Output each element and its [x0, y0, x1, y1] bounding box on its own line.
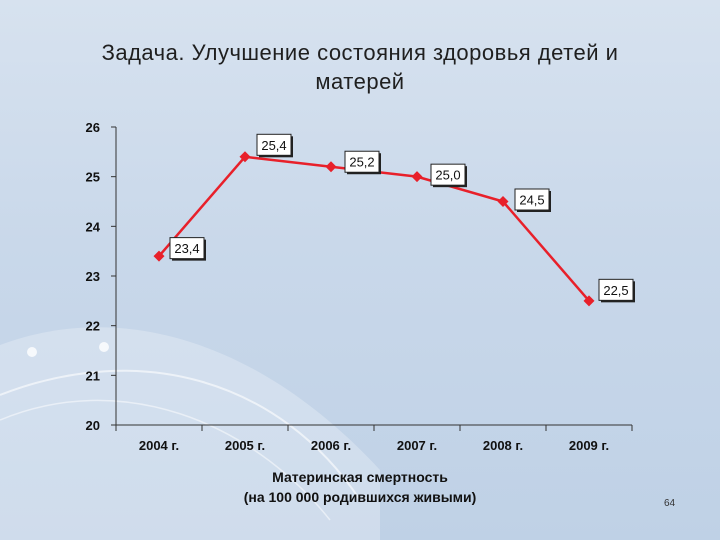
data-label-text: 23,4 — [174, 241, 199, 256]
data-label: 25,2 — [344, 150, 381, 175]
data-label: 25,0 — [430, 163, 467, 188]
y-tick-label: 26 — [86, 120, 100, 135]
y-tick-label: 24 — [86, 219, 101, 234]
data-point-marker — [583, 295, 595, 307]
data-point-marker — [497, 196, 509, 207]
data-label-box — [430, 163, 466, 186]
data-label: 24,5 — [514, 188, 551, 212]
data-label: 25,4 — [256, 133, 293, 158]
y-tick-label: 22 — [86, 319, 100, 334]
data-label-box — [514, 188, 550, 211]
y-tick-label: 21 — [86, 368, 100, 383]
chart-series — [153, 151, 595, 307]
x-tick-label: 2004 г. — [139, 438, 179, 453]
chart-data-labels: 23,4 25,4 25,2 25,0 24,5 22,5 — [169, 133, 635, 303]
background-swoosh — [0, 327, 380, 540]
y-tick-label: 20 — [86, 418, 100, 433]
slide-title: Задача. Улучшение состояния здоровья дет… — [40, 38, 680, 96]
x-tick-label: 2008 г. — [483, 438, 523, 453]
data-label-box — [256, 133, 292, 156]
x-tick-label: 2005 г. — [225, 438, 265, 453]
data-point-marker — [153, 250, 165, 262]
data-label-text: 25,0 — [435, 168, 460, 183]
series-line — [158, 155, 590, 302]
title-line-1: Задача. Улучшение состояния здоровья дет… — [101, 40, 619, 65]
y-tick-label: 23 — [86, 269, 100, 284]
data-label-box — [169, 237, 205, 260]
data-point-marker — [411, 171, 423, 183]
x-tick-label: 2006 г. — [311, 438, 351, 453]
x-axis-label-line-2: (на 100 000 родившихся живыми) — [244, 489, 477, 505]
data-point-marker — [325, 161, 337, 173]
data-label-box — [344, 150, 380, 173]
x-tick-label: 2009 г. — [569, 438, 609, 453]
x-tick-label: 2007 г. — [397, 438, 437, 453]
data-label-text: 25,4 — [261, 138, 286, 153]
data-point-marker — [239, 151, 251, 163]
y-tick-label: 25 — [86, 170, 100, 185]
data-label-box — [598, 278, 634, 301]
data-label: 23,4 — [169, 237, 206, 261]
title-line-2: матерей — [315, 69, 405, 94]
chart-axes: 20 21 22 23 24 25 26 2004 г. 2005 г. 2006 г. 2007 … — [86, 120, 633, 453]
x-axis-label-line-1: Материнская смертность — [272, 469, 448, 485]
data-label: 22,5 — [598, 278, 635, 303]
slide-number: 64 — [664, 498, 676, 509]
data-label-text: 22,5 — [603, 283, 628, 298]
data-label-text: 24,5 — [519, 193, 544, 208]
data-label-text: 25,2 — [349, 155, 374, 170]
